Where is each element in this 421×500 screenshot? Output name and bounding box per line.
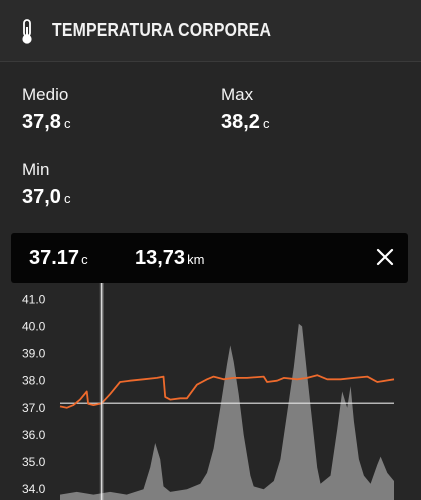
- temperature-line: [59, 374, 395, 409]
- elevation-area: [60, 323, 394, 500]
- stat-min-label: Min: [22, 160, 50, 179]
- stat-max-label: Max: [221, 85, 254, 104]
- page-title: TEMPERATURA CORPOREA: [52, 20, 272, 40]
- temperature-chart[interactable]: 41.0 40.0 39.0 38.0 37.0 36.0 35.0 34.0: [0, 283, 421, 500]
- stat-average: Medio 37,8 c: [22, 85, 70, 134]
- stat-average-value: 37,8: [22, 111, 61, 133]
- stat-average-unit: c: [63, 116, 71, 131]
- stat-average-label: Medio: [22, 85, 69, 104]
- stat-max-value-row: 38,2 c: [221, 111, 269, 134]
- y-tick-label: 38.0: [22, 374, 46, 388]
- stat-max: Max 38,2 c: [221, 85, 269, 134]
- y-tick-label: 36.0: [22, 428, 46, 442]
- stat-min-unit: c: [63, 191, 71, 206]
- stat-max-value: 38,2: [221, 111, 260, 133]
- tooltip-temperature-unit: c: [81, 252, 88, 267]
- y-tick-label: 41.0: [22, 292, 46, 306]
- stat-average-value-row: 37,8 c: [22, 111, 70, 134]
- y-tick-label: 40.0: [22, 319, 46, 333]
- stat-min-value-row: 37,0 c: [22, 186, 70, 209]
- stat-min: Min 37,0 c: [22, 160, 70, 209]
- y-tick-label: 34.0: [22, 482, 46, 496]
- stat-min-value: 37,0: [22, 186, 61, 208]
- stat-max-unit: c: [262, 116, 270, 131]
- chart-tooltip: 37.17 c 13,73 km: [11, 233, 408, 283]
- header-bar: TEMPERATURA CORPOREA: [0, 0, 421, 62]
- tooltip-distance: 13,73 km: [135, 247, 204, 270]
- y-tick-label: 39.0: [22, 347, 46, 361]
- tooltip-temperature: 37.17 c: [29, 247, 88, 270]
- close-icon[interactable]: [376, 248, 394, 266]
- y-tick-label: 37.0: [22, 401, 46, 415]
- tooltip-distance-value: 13,73: [135, 247, 186, 269]
- tooltip-distance-unit: km: [187, 252, 205, 267]
- tooltip-temperature-value: 37.17: [29, 247, 80, 269]
- y-tick-label: 35.0: [22, 455, 46, 469]
- thermometer-icon: [22, 19, 32, 44]
